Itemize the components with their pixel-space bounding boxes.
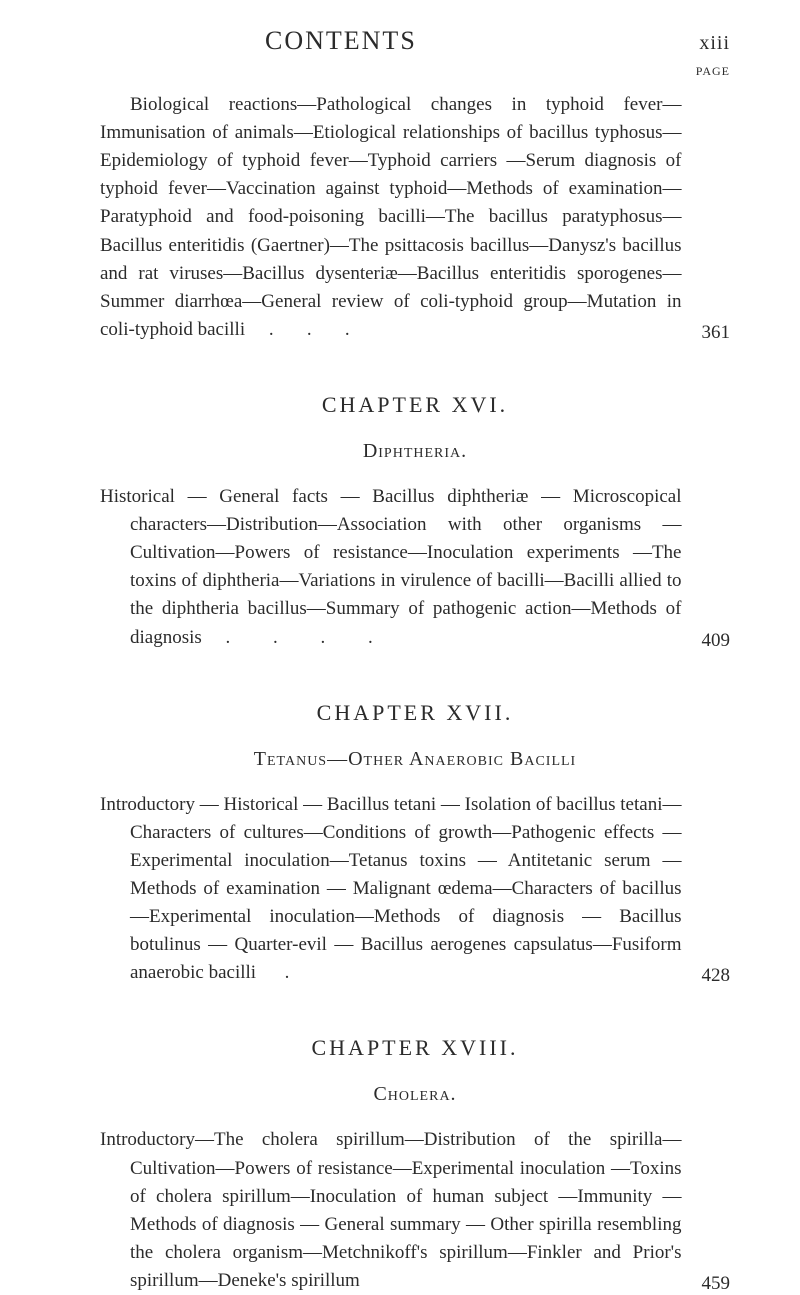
contents-title: CONTENTS: [265, 26, 417, 56]
entry-text: Introductory—The cholera spirillum—Distr…: [100, 1126, 682, 1295]
entry-text: Historical — General facts — Bacillus di…: [100, 483, 682, 652]
toc-entry: Historical — General facts — Bacillus di…: [100, 483, 730, 652]
entry-page: 459: [702, 1273, 731, 1295]
chapter-heading: CHAPTER XVII.: [100, 700, 730, 726]
entry-page: 428: [702, 965, 731, 987]
chapter-18: CHAPTER XVIII. Cholera. Introductory—The…: [100, 1035, 730, 1295]
entry-page: 409: [702, 630, 731, 652]
page-roman: xiii: [699, 32, 730, 55]
chapter-subtitle: Tetanus—Other Anaerobic Bacilli: [100, 748, 730, 771]
chapter-heading: CHAPTER XVIII.: [100, 1035, 730, 1061]
toc-entry: Introductory—The cholera spirillum—Distr…: [100, 1126, 730, 1295]
chapter-17: CHAPTER XVII. Tetanus—Other Anaerobic Ba…: [100, 700, 730, 988]
chapter-subtitle: Cholera.: [100, 1083, 730, 1106]
header-row: CONTENTS xiii: [100, 26, 730, 56]
page-label: PAGE: [100, 64, 730, 79]
toc-entry-continuation: Biological reactions—Pathological change…: [100, 91, 730, 344]
chapter-16: CHAPTER XVI. Diphtheria. Historical — Ge…: [100, 392, 730, 652]
entry-page: 361: [702, 322, 731, 344]
entry-text: Biological reactions—Pathological change…: [100, 91, 682, 344]
chapter-heading: CHAPTER XVI.: [100, 392, 730, 418]
entry-text: Introductory — Historical — Bacillus tet…: [100, 791, 682, 988]
toc-entry: Introductory — Historical — Bacillus tet…: [100, 791, 730, 988]
chapter-subtitle: Diphtheria.: [100, 440, 730, 463]
